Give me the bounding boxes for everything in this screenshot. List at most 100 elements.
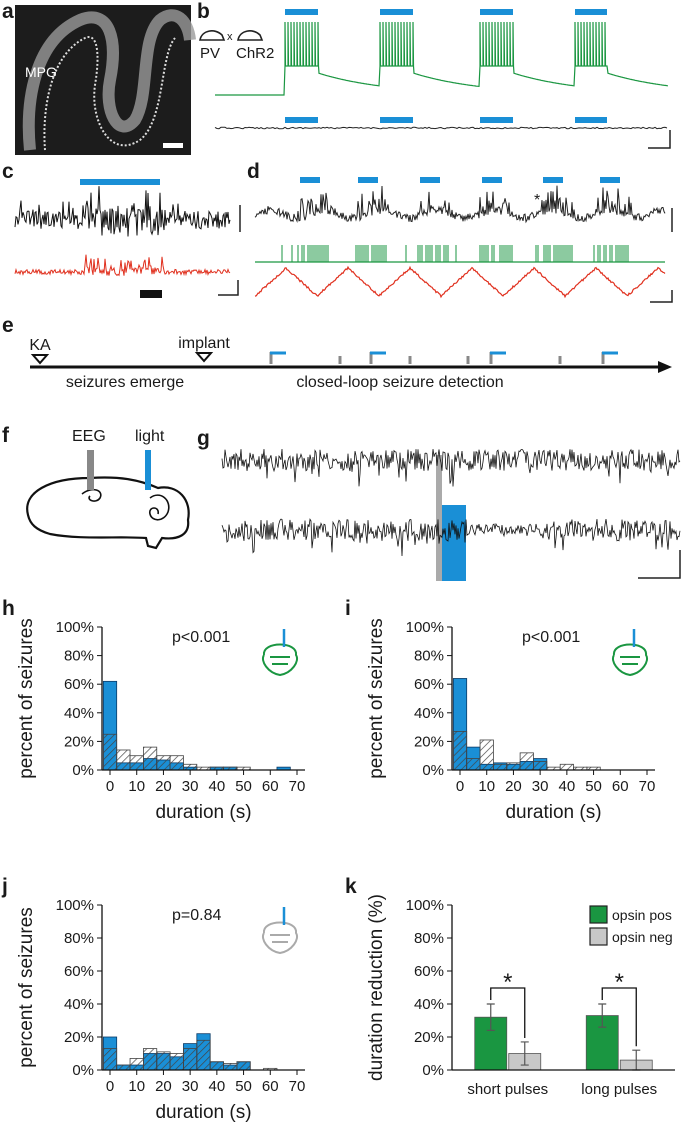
y-tick-label: 60%: [414, 676, 444, 693]
x-tick-label: 20: [505, 778, 522, 795]
histogram-bar: [102, 733, 118, 771]
y-tick-label: 80%: [64, 648, 94, 665]
significance-mark: *: [615, 969, 624, 996]
mouse-head-icon: [262, 643, 298, 677]
light-pulse: [300, 177, 320, 183]
y-tick-label: 80%: [414, 648, 444, 665]
x-tick-label: 60: [612, 778, 629, 795]
x-tick-label: 40: [559, 778, 576, 795]
y-tick-label: 60%: [414, 963, 444, 980]
y-tick-label: 100%: [406, 619, 444, 636]
scale-bar: [218, 280, 239, 296]
traces: [14, 9, 681, 581]
panel-letter: c: [2, 160, 14, 183]
x-tick-label: 60: [262, 1078, 279, 1095]
histogram-bar: [519, 752, 534, 771]
y-tick-label: 0%: [72, 1062, 94, 1079]
histogram-bar: [116, 1064, 131, 1071]
panel-letter: d: [247, 160, 260, 183]
x-tick-label: 50: [235, 1078, 252, 1095]
x-tick-label: 70: [639, 778, 656, 795]
histogram-bar: [479, 739, 494, 771]
light-pulse: [575, 117, 607, 123]
y-tick-label: 40%: [414, 996, 444, 1013]
legend-label: opsin pos: [612, 907, 672, 923]
histogram-bar: [102, 1048, 118, 1071]
x-axis-label: duration (s): [155, 1102, 251, 1123]
error-bar: [486, 1003, 495, 1031]
histogram-bar: [169, 1053, 184, 1071]
light-pulse: [480, 9, 513, 15]
light-pulse: [80, 179, 160, 185]
scale-bar: [648, 130, 671, 149]
y-tick-label: 40%: [414, 705, 444, 722]
histogram-bar: [559, 763, 574, 771]
histogram-bar: [129, 1058, 144, 1071]
x-tick-label: short pulses: [467, 1081, 548, 1098]
x-tick-label: 10: [128, 778, 145, 795]
panel-letter: j: [1, 875, 8, 898]
legend-swatch: [589, 905, 608, 924]
legend-label: opsin neg: [612, 929, 673, 945]
trace: [14, 186, 231, 237]
panel-letter: h: [2, 597, 15, 620]
marker: [140, 290, 162, 298]
y-tick-label: 20%: [64, 1029, 94, 1046]
histogram-bar: [493, 763, 508, 771]
x-axis-label: duration (s): [155, 802, 251, 823]
panel-letter: i: [345, 597, 351, 620]
trace: [221, 448, 681, 487]
electrode-label: EEG: [72, 428, 106, 445]
x-tick-label: 20: [155, 1078, 172, 1095]
y-tick-label: 40%: [64, 996, 94, 1013]
p-value: p<0.001: [172, 629, 230, 646]
trace: [214, 126, 668, 130]
x-tick-label: 70: [289, 1078, 306, 1095]
trace: [221, 518, 681, 557]
histogram-bar: [183, 1048, 198, 1071]
panel-letter: f: [2, 424, 10, 447]
x-tick-label: 0: [106, 1078, 114, 1095]
significance-bracket: [601, 987, 637, 1047]
genotype-label: PV: [200, 45, 220, 62]
histogram-bar: [129, 755, 144, 771]
light-pulse: [575, 9, 607, 15]
trace: [215, 21, 669, 96]
x-tick-label: long pulses: [581, 1081, 657, 1098]
timeline: [30, 351, 672, 373]
y-tick-label: 0%: [422, 762, 444, 779]
x-tick-label: 50: [235, 778, 252, 795]
y-tick-label: 0%: [72, 762, 94, 779]
phase-label: seizures emerge: [66, 374, 184, 391]
significance-bracket: [490, 987, 526, 1038]
scale-bar: [638, 550, 681, 579]
scale-bar: [650, 290, 673, 303]
y-tick-label: 80%: [64, 930, 94, 947]
y-tick-label: 20%: [64, 733, 94, 750]
y-axis-label: percent of seizures: [366, 618, 387, 779]
p-value: p<0.001: [522, 629, 580, 646]
light-pulse: [380, 117, 413, 123]
light-pulse: [285, 117, 318, 123]
light-pulse: [480, 117, 513, 123]
histogram-bar: [183, 763, 198, 771]
x-tick-label: 70: [289, 778, 306, 795]
y-tick-label: 80%: [414, 930, 444, 947]
x-tick-label: 10: [128, 1078, 145, 1095]
x-tick-label: 40: [209, 1078, 226, 1095]
histogram-bar: [116, 749, 131, 771]
y-tick-label: 60%: [64, 676, 94, 693]
p-value: p=0.84: [172, 907, 221, 924]
legend-swatch: [589, 927, 608, 946]
histogram-bar: [236, 1061, 251, 1071]
light-period: [442, 505, 466, 581]
phase-label: closed-loop seizure detection: [296, 374, 503, 391]
y-tick-label: 20%: [414, 733, 444, 750]
x-tick-label: 30: [532, 778, 549, 795]
fiber-label: light: [135, 428, 165, 445]
x-tick-label: 30: [182, 778, 199, 795]
y-axis-label: percent of seizures: [16, 618, 37, 779]
histogram-bar: [506, 762, 521, 771]
histogram-bar: [533, 761, 548, 771]
